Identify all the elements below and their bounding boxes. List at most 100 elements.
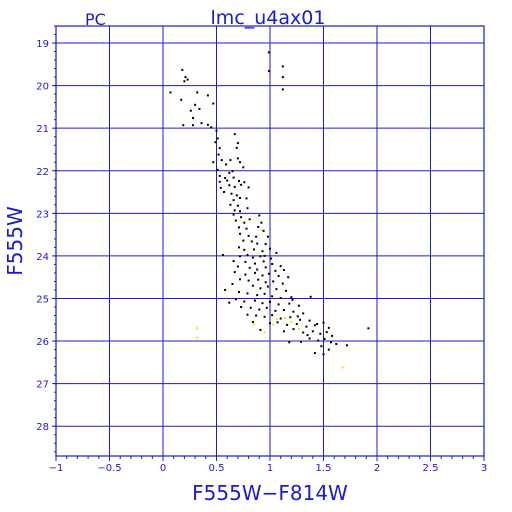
data-point (229, 203, 232, 206)
data-point (243, 300, 246, 303)
data-point (275, 251, 278, 254)
data-point (254, 271, 256, 274)
data-point (269, 322, 271, 325)
data-point (233, 209, 236, 212)
x-tick-label: 3 (481, 463, 487, 474)
data-point (239, 278, 241, 281)
data-point (231, 283, 234, 285)
data-point (226, 179, 229, 182)
data-point (297, 328, 300, 331)
data-point (289, 316, 292, 319)
data-point (271, 314, 274, 317)
data-point (256, 268, 259, 271)
x-tick-label: 1.5 (316, 463, 332, 474)
data-point (246, 254, 249, 256)
data-point (263, 331, 266, 334)
data-point (262, 229, 265, 232)
data-point (240, 183, 243, 186)
data-point (282, 269, 285, 271)
data-point (231, 170, 234, 173)
corner-label: PC (85, 10, 106, 29)
x-tick-label: 2.5 (423, 463, 439, 474)
data-point (264, 281, 267, 284)
data-point (232, 199, 235, 202)
data-point (239, 255, 241, 258)
data-point (249, 306, 252, 309)
data-point (269, 247, 271, 250)
data-point (238, 226, 240, 229)
data-point (317, 339, 320, 342)
y-tick-label: 28 (36, 422, 49, 433)
data-point (239, 210, 241, 213)
data-point (327, 348, 330, 351)
data-point (233, 133, 236, 136)
chart-title: lmc_u4ax01 (211, 7, 326, 29)
data-point (243, 181, 246, 184)
data-point (239, 197, 241, 199)
data-point (258, 308, 261, 311)
data-point (180, 98, 183, 101)
data-point (247, 186, 250, 189)
data-point (233, 271, 236, 274)
data-point (271, 263, 274, 265)
data-point (269, 300, 271, 303)
data-point (169, 91, 172, 94)
x-tick-label: −0.5 (97, 463, 121, 474)
y-tick-label: 20 (36, 82, 49, 93)
data-point (244, 260, 247, 263)
data-point (292, 310, 295, 313)
data-point (215, 129, 218, 132)
data-point (247, 234, 250, 237)
data-point (212, 102, 215, 105)
data-point (300, 340, 302, 343)
y-tick-labels: 19 20 21 22 23 24 25 26 27 28 (36, 39, 49, 433)
data-point (272, 323, 275, 326)
x-tick-labels: −1 −0.5 0 0.5 1 1.5 2 2.5 3 (49, 463, 488, 474)
data-point (281, 282, 284, 285)
data-point (277, 274, 280, 277)
data-point (297, 304, 300, 307)
data-point (220, 159, 223, 162)
data-point (331, 334, 334, 337)
data-point (236, 265, 239, 268)
data-point (236, 204, 239, 207)
data-point (243, 221, 246, 224)
data-point (267, 70, 270, 73)
data-point (242, 239, 245, 242)
data-point (299, 318, 301, 321)
data-point (216, 168, 219, 171)
data-point (228, 171, 231, 174)
data-point (271, 295, 274, 298)
data-point (259, 255, 262, 258)
data-point (206, 123, 209, 126)
data-point (184, 76, 187, 79)
data-point (295, 323, 298, 325)
data-point (308, 319, 311, 322)
data-point (335, 343, 338, 345)
data-point (282, 330, 285, 333)
data-point (258, 214, 261, 217)
y-tick-label: 25 (36, 294, 49, 305)
data-point (247, 279, 250, 282)
data-point (248, 218, 251, 221)
data-point (223, 191, 225, 193)
data-point (196, 91, 199, 94)
data-point (263, 292, 266, 295)
data-point (284, 317, 286, 320)
data-point (186, 78, 189, 81)
data-point (262, 260, 265, 263)
data-point (242, 166, 245, 169)
data-point (236, 157, 239, 160)
data-point (235, 146, 238, 149)
data-point (234, 219, 237, 222)
data-point (200, 122, 203, 125)
x-tick-label: −1 (49, 463, 64, 474)
data-point (275, 288, 278, 291)
data-point (276, 321, 279, 324)
data-point (267, 272, 270, 275)
data-point (308, 337, 311, 340)
y-tick-label: 22 (36, 167, 49, 178)
data-point (316, 323, 319, 325)
data-point (263, 315, 266, 318)
data-point (251, 284, 254, 287)
